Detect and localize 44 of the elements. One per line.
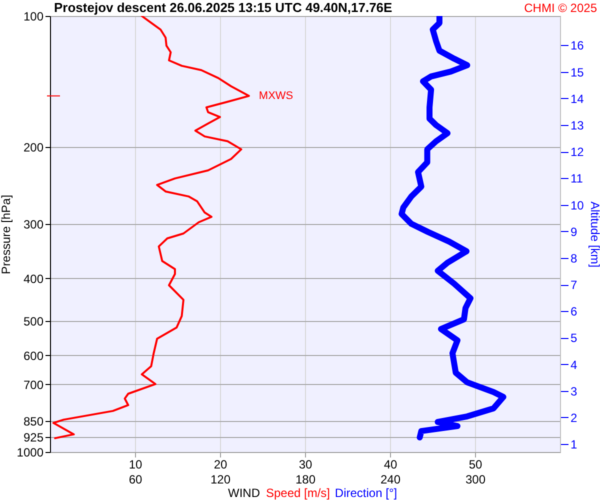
y2-tick-label: 4: [570, 358, 578, 372]
y-tick-label: 600: [23, 348, 44, 363]
y-tick-label: 700: [23, 378, 44, 392]
y-tick-label: 300: [23, 218, 44, 232]
x2-tick-label: 60: [128, 472, 142, 486]
text: Speed [m/s]: [266, 486, 330, 500]
annotation: MXWS: [258, 90, 294, 102]
y2-tick-label: 13: [570, 118, 584, 132]
y2-tick-label: 11: [570, 172, 584, 186]
x2-tick-label: 180: [295, 472, 316, 486]
y2-tick-label: 9: [570, 224, 578, 239]
x2-tick-label: 300: [465, 472, 486, 486]
y-tick-label: 500: [23, 314, 44, 328]
y2-tick-label: 12: [570, 145, 584, 160]
y2-tick-label: 6: [570, 304, 578, 319]
y2-tick-label: 5: [570, 331, 578, 346]
y-tick-label: 100: [23, 10, 44, 24]
text: CHMI © 2025: [524, 1, 598, 15]
y2-axis-title: Altitude [km]: [588, 201, 600, 268]
x-tick-label: 10: [128, 458, 142, 472]
x2-tick-label: 120: [210, 472, 231, 486]
y-axis-title: Pressure [hPa]: [0, 194, 13, 274]
y2-tick-label: 3: [570, 384, 578, 398]
chart-title: Prostejov descent 26.06.2025 13:15 UTC 49.40N,17.76E: [54, 0, 393, 15]
x-tick-label: 20: [214, 458, 228, 472]
y-tick-label: 400: [23, 272, 44, 286]
y2-tick-label: 8: [570, 251, 578, 266]
y2-tick-label: 15: [570, 65, 584, 80]
x-tick-label: 40: [384, 458, 398, 472]
y2-tick-label: 16: [570, 38, 584, 53]
y2-tick-label: 10: [570, 198, 584, 212]
text: Direction [°]: [334, 486, 398, 500]
y-tick-label: 200: [23, 140, 44, 155]
y-tick-label: 925: [23, 430, 44, 445]
y2-tick-label: 14: [570, 92, 584, 106]
y2-tick-label: 7: [570, 278, 578, 292]
y2-tick-label: 2: [570, 410, 578, 425]
y2-tick-label: 1: [570, 438, 578, 452]
x-tick-label: 50: [468, 458, 482, 472]
x-axis-title: WIND: [228, 486, 260, 500]
y-tick-label: 1000: [16, 446, 44, 460]
x-tick-label: 30: [298, 458, 312, 472]
x2-tick-label: 240: [380, 472, 401, 486]
y-tick-label: 850: [23, 414, 44, 429]
